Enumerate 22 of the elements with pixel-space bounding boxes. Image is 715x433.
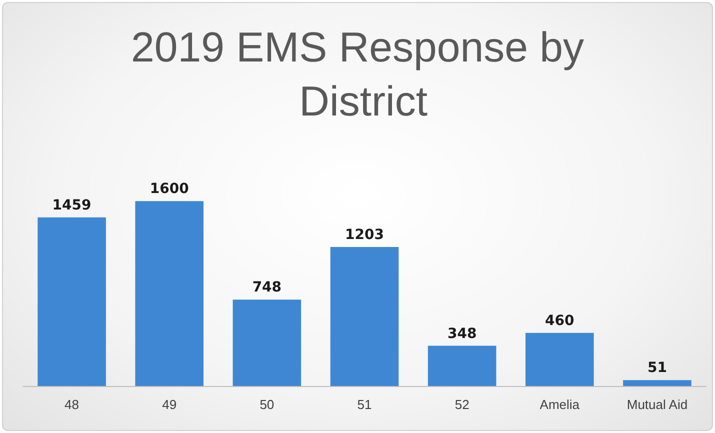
- data-label: 460: [545, 312, 575, 329]
- x-tick-label: 49: [162, 397, 177, 412]
- chart-title: 2019 EMS Response by District: [131, 24, 584, 124]
- bar: [525, 332, 594, 386]
- bar: [428, 346, 496, 386]
- bar: [623, 380, 692, 386]
- data-label: 51: [647, 360, 667, 376]
- bar: [330, 246, 399, 386]
- x-tick-label: 48: [64, 397, 80, 412]
- x-tick-label: 50: [260, 397, 274, 412]
- bar: [135, 201, 204, 386]
- bar: [38, 217, 106, 386]
- x-tick-label: 51: [357, 397, 372, 412]
- x-tick-label: 52: [454, 397, 470, 412]
- bar: [232, 300, 302, 386]
- x-tick-label: Mutual Aid: [626, 397, 688, 412]
- x-tick-label: Amelia: [540, 397, 580, 412]
- data-label: 1600: [150, 181, 190, 198]
- data-label: 1203: [345, 226, 384, 243]
- data-label: 748: [252, 280, 282, 296]
- data-label: 1459: [52, 197, 92, 214]
- data-label: 348: [447, 326, 477, 342]
